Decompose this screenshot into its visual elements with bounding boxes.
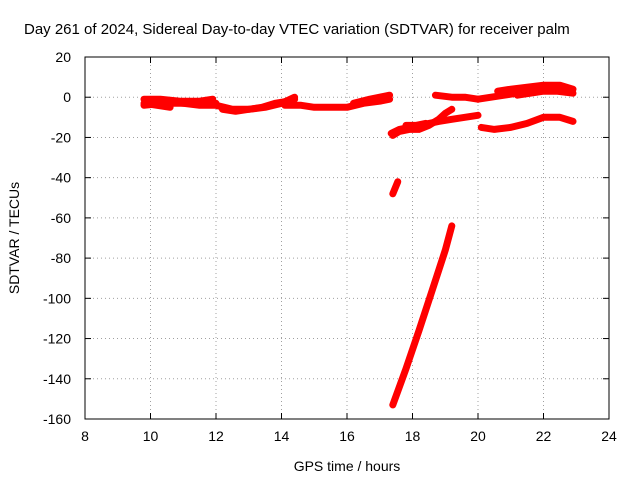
series-track-5	[219, 95, 299, 115]
x-axis-title: GPS time / hours	[294, 458, 401, 474]
y-tick-label: -20	[51, 129, 71, 145]
x-tick-label: 14	[274, 428, 290, 444]
y-tick-label: 20	[55, 49, 71, 65]
x-tick-label: 22	[536, 428, 552, 444]
series-track-15	[494, 81, 577, 95]
y-tick-label: -160	[43, 411, 71, 427]
y-tick-label: -80	[51, 250, 71, 266]
series-track-16	[513, 87, 577, 99]
x-tick-label: 16	[339, 428, 355, 444]
series-track-12	[389, 222, 456, 409]
y-tick-label: -40	[51, 170, 71, 186]
y-tick-label: -140	[43, 371, 71, 387]
series-track-7	[350, 91, 394, 107]
x-tick-label: 24	[601, 428, 617, 444]
x-tick-label: 10	[143, 428, 159, 444]
series-track-13	[431, 91, 482, 103]
x-tick-label: 20	[470, 428, 486, 444]
series-layer	[140, 81, 577, 409]
y-tick-label: -60	[51, 210, 71, 226]
series-track-17	[477, 113, 577, 133]
chart-title: Day 261 of 2024, Sidereal Day-to-day VTE…	[24, 21, 570, 38]
y-tick-label: 0	[63, 89, 71, 105]
x-tick-label: 8	[81, 428, 89, 444]
y-tick-label: -120	[43, 331, 71, 347]
y-axis-title: SDTVAR / TECUs	[6, 182, 22, 294]
series-track-10	[402, 119, 430, 129]
x-tick-label: 18	[405, 428, 421, 444]
series-track-11	[389, 178, 402, 198]
x-tick-label: 12	[208, 428, 224, 444]
series-track-9	[389, 105, 456, 139]
y-tick-label: -100	[43, 290, 71, 306]
grid-layer	[85, 57, 609, 419]
tick-layer: 8 10 12 14 16 18 20 22 24 20 0 -20 -40 -60 -80 -100 -120…	[43, 49, 617, 444]
series-track-6	[281, 95, 394, 111]
series-track-4	[140, 99, 174, 111]
